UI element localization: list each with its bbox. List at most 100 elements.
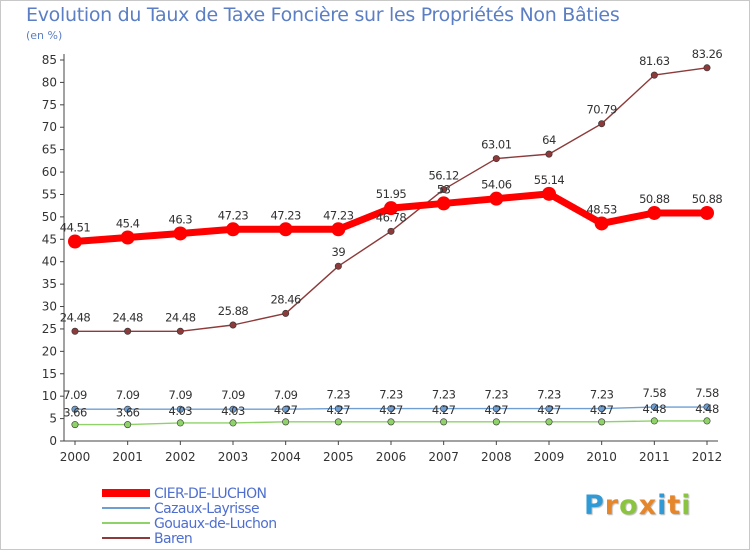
series-point-2 bbox=[545, 418, 553, 426]
series-point-3 bbox=[71, 327, 79, 335]
data-label-3: 39 bbox=[332, 245, 346, 259]
series-point-0 bbox=[384, 201, 398, 216]
data-label-3: 63.01 bbox=[481, 138, 512, 152]
data-label-1: 7.09 bbox=[221, 388, 245, 402]
series-point-2 bbox=[334, 418, 342, 426]
data-label-2: 4.48 bbox=[695, 402, 719, 416]
data-label-3: 64 bbox=[542, 133, 556, 147]
data-label-3: 24.48 bbox=[60, 310, 91, 324]
data-label-3: 81.63 bbox=[639, 54, 670, 68]
logo-letter: i bbox=[657, 490, 668, 521]
data-label-2: 4.27 bbox=[432, 403, 456, 417]
logo-letter: i bbox=[681, 490, 692, 521]
series-point-3 bbox=[229, 321, 237, 329]
x-tick-label: 2006 bbox=[376, 450, 407, 464]
x-tick-label: 2000 bbox=[60, 450, 91, 464]
y-tick-label: 0 bbox=[49, 434, 57, 448]
series-point-2 bbox=[650, 417, 658, 425]
data-label-2: 4.27 bbox=[327, 403, 351, 417]
data-label-0: 48.53 bbox=[586, 202, 617, 216]
series-point-0 bbox=[173, 226, 188, 241]
x-tick-label: 2010 bbox=[586, 450, 617, 464]
y-tick-label: 40 bbox=[42, 255, 57, 269]
data-label-2: 3.66 bbox=[116, 406, 140, 420]
series-point-0 bbox=[700, 205, 714, 220]
data-label-2: 3.66 bbox=[63, 406, 87, 420]
series-point-1 bbox=[387, 405, 395, 413]
series-point-0 bbox=[542, 186, 556, 201]
series-point-0 bbox=[278, 222, 293, 237]
data-label-3: 83.26 bbox=[692, 47, 723, 61]
data-label-1: 7.09 bbox=[63, 388, 87, 402]
x-tick-label: 2005 bbox=[323, 450, 354, 464]
series-point-2 bbox=[176, 419, 184, 427]
data-label-3: 24.48 bbox=[165, 310, 196, 324]
x-tick-label: 2001 bbox=[112, 450, 143, 464]
series-point-2 bbox=[282, 418, 290, 426]
y-tick-label: 55 bbox=[42, 187, 57, 201]
y-tick-label: 70 bbox=[42, 120, 57, 134]
x-tick-label: 2008 bbox=[481, 450, 512, 464]
y-tick-label: 25 bbox=[42, 322, 57, 336]
series-point-0 bbox=[226, 222, 240, 237]
data-label-1: 7.23 bbox=[590, 388, 614, 402]
series-point-0 bbox=[489, 191, 504, 206]
series-point-1 bbox=[650, 403, 658, 411]
data-label-0: 45.4 bbox=[116, 217, 140, 231]
series-point-2 bbox=[703, 417, 711, 425]
y-tick-label: 45 bbox=[42, 232, 57, 246]
data-label-0: 55.14 bbox=[534, 173, 565, 187]
logo-letter: t bbox=[667, 490, 682, 521]
x-tick-label: 2003 bbox=[218, 450, 249, 464]
legend-label: Gouaux-de-Luchon bbox=[154, 516, 276, 532]
y-tick-label: 5 bbox=[49, 412, 57, 426]
series-point-0 bbox=[647, 205, 662, 220]
data-label-0: 51.95 bbox=[376, 187, 407, 201]
y-tick-label: 85 bbox=[42, 53, 57, 67]
series-point-2 bbox=[387, 418, 395, 426]
chart-title: Evolution du Taux de Taxe Foncière sur l… bbox=[26, 4, 620, 26]
series-point-2 bbox=[229, 419, 237, 427]
series-point-0 bbox=[68, 234, 82, 249]
series-point-0 bbox=[436, 196, 451, 211]
series-point-1 bbox=[492, 405, 500, 413]
series-point-2 bbox=[598, 418, 606, 426]
data-label-0: 44.51 bbox=[60, 220, 91, 234]
unit-label: (en %) bbox=[26, 29, 63, 42]
logo-letter: x bbox=[638, 490, 658, 521]
y-tick-label: 75 bbox=[42, 98, 57, 112]
series-point-3 bbox=[124, 327, 132, 335]
series-point-2 bbox=[440, 418, 448, 426]
y-tick-label: 15 bbox=[42, 367, 57, 381]
series-point-3 bbox=[650, 71, 658, 79]
series-point-3 bbox=[545, 150, 553, 158]
data-label-0: 46.3 bbox=[169, 212, 193, 226]
x-tick-label: 2012 bbox=[692, 450, 723, 464]
data-label-0: 47.23 bbox=[323, 208, 354, 222]
data-label-1: 7.58 bbox=[643, 386, 667, 400]
series-point-1 bbox=[71, 405, 79, 413]
y-tick-label: 35 bbox=[42, 277, 57, 291]
y-tick-label: 65 bbox=[42, 143, 57, 157]
y-tick-label: 10 bbox=[42, 389, 57, 403]
series-point-3 bbox=[387, 227, 395, 235]
data-label-1: 7.58 bbox=[695, 386, 719, 400]
series-point-3 bbox=[440, 185, 448, 193]
data-label-1: 7.23 bbox=[485, 388, 509, 402]
data-label-1: 7.09 bbox=[116, 388, 140, 402]
x-tick-label: 2004 bbox=[270, 450, 301, 464]
logo-letter: r bbox=[604, 490, 620, 521]
data-label-0: 47.23 bbox=[270, 208, 301, 222]
series-point-0 bbox=[331, 222, 346, 237]
data-label-2: 4.03 bbox=[169, 404, 193, 418]
y-tick-label: 50 bbox=[42, 210, 57, 224]
series-point-1 bbox=[703, 403, 711, 411]
series-point-1 bbox=[229, 405, 237, 413]
data-label-3: 56.12 bbox=[428, 168, 459, 182]
series-point-3 bbox=[282, 309, 290, 317]
series-point-3 bbox=[176, 327, 184, 335]
data-label-2: 4.27 bbox=[485, 403, 509, 417]
data-label-1: 7.09 bbox=[169, 388, 193, 402]
